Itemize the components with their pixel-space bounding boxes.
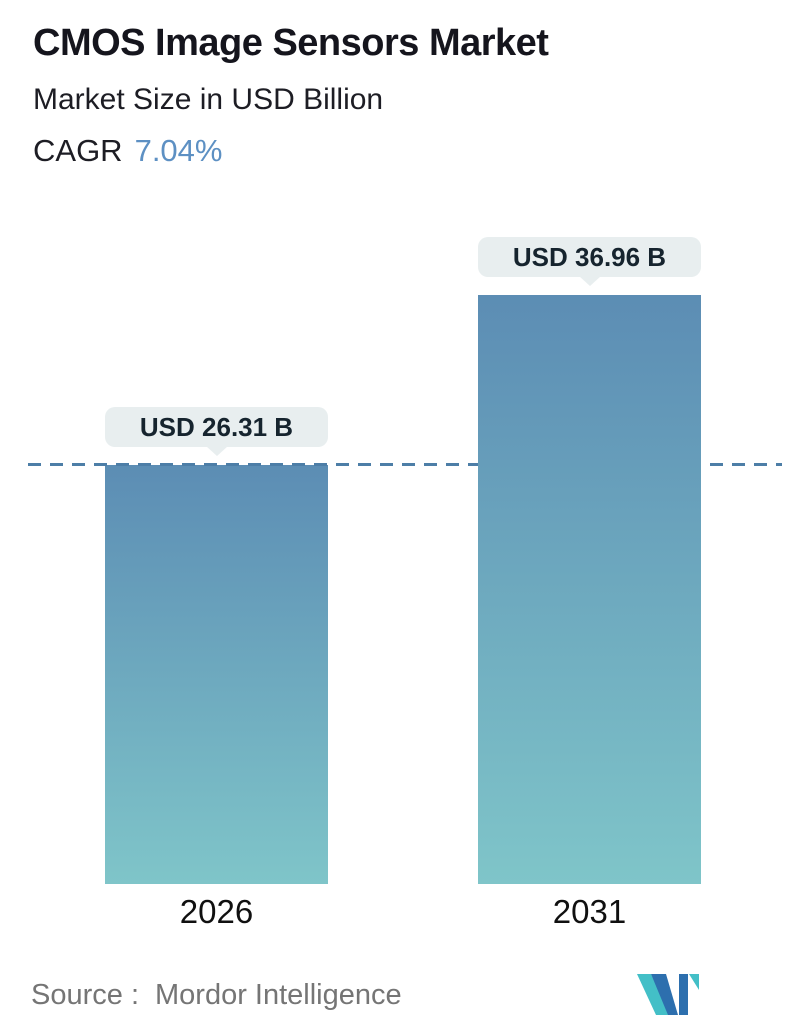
chart-header: CMOS Image Sensors Market Market Size in… (33, 22, 549, 169)
cagr-label: CAGR (33, 133, 123, 168)
value-label-2026: USD 26.31 B (139, 411, 294, 442)
axis-label-2026: 2026 (179, 893, 254, 930)
source-name: Mordor Intelligence (155, 979, 402, 1011)
mordor-intelligence-logo (637, 974, 699, 1015)
chart-subtitle: Market Size in USD Billion (33, 83, 384, 116)
dashed-reference-line (28, 462, 782, 466)
bar-2026 (105, 464, 328, 884)
bar-2031 (478, 295, 701, 884)
axis-label-2031: 2031 (552, 893, 627, 930)
page-title: CMOS Image Sensors Market (33, 22, 549, 64)
source-label: Source : (31, 979, 139, 1011)
source-line: Source : Mordor Intelligence (31, 979, 402, 1012)
cagr-row: CAGR 7.04% (33, 133, 548, 169)
cagr-value: 7.04% (134, 133, 223, 168)
value-callout-2026: USD 26.31 B (105, 406, 328, 456)
value-callout-2031: USD 36.96 B (478, 237, 701, 286)
value-label-2031: USD 36.96 B (512, 242, 667, 272)
